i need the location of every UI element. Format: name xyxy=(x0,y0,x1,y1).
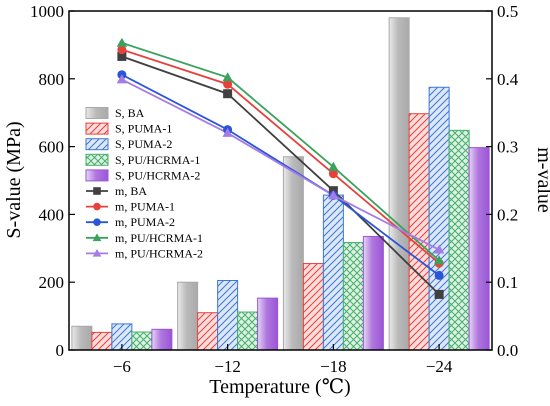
legend-swatch xyxy=(85,153,109,166)
point-m-pu-hcrma-2-1 xyxy=(116,74,128,84)
y2-axis-title: m-value xyxy=(533,147,550,213)
legend-item-m-pu-hcrma-1: m, PU/HCRMA-1 xyxy=(86,231,203,245)
legend-item-s-ba: S, BA xyxy=(85,106,145,120)
bar-s-pu-hcrma-1-2 xyxy=(237,311,259,351)
legend-label: S, PU/HCRMA-2 xyxy=(115,168,200,182)
y2-tick-label: 0.0 xyxy=(497,341,518,360)
bar-s-pu-hcrma-1-3 xyxy=(342,242,364,351)
legend-item-m-puma-2: m, PUMA-2 xyxy=(86,215,175,229)
bar-s-ba-2 xyxy=(177,281,199,351)
legend-item-s-pu-hcrma-1: S, PU/HCRMA-1 xyxy=(85,153,200,167)
line-m-pu-hcrma-2 xyxy=(121,78,440,251)
y-axis-title: S-value (MPa) xyxy=(3,121,25,238)
point-m-pu-hcrma-2-3 xyxy=(328,190,339,200)
legend-label: S, PUMA-1 xyxy=(115,122,172,136)
legend-item-s-puma-1: S, PUMA-1 xyxy=(85,122,172,136)
bar-s-ba-1 xyxy=(71,325,93,351)
point-m-puma-1-2 xyxy=(223,79,233,89)
lines-layer xyxy=(116,37,445,299)
x-tick-label: −24 xyxy=(426,357,453,376)
legend-swatch xyxy=(85,107,109,119)
legend-label: S, PUMA-2 xyxy=(115,137,172,151)
bar-s-ba-3 xyxy=(282,156,304,351)
legend-swatch xyxy=(85,138,109,151)
bar-s-pu-hcrma-2-3 xyxy=(362,235,384,351)
bar-s-puma-1-2 xyxy=(197,312,219,351)
legend-marker xyxy=(92,233,102,242)
plot-frame xyxy=(68,10,493,351)
line-m-puma-1 xyxy=(121,48,440,264)
bar-s-pu-hcrma-2-2 xyxy=(257,297,279,351)
y2-tick-label: 0.4 xyxy=(497,70,519,89)
legend-item-m-puma-1: m, PUMA-1 xyxy=(86,200,175,214)
point-m-pu-hcrma-1-3 xyxy=(328,161,339,171)
bar-s-puma-1-4 xyxy=(408,113,430,351)
legend-label: m, BA xyxy=(115,184,147,198)
bar-s-puma-1-3 xyxy=(302,263,324,351)
y2-tick-label: 0.1 xyxy=(497,273,518,292)
legend-swatch xyxy=(85,122,109,135)
point-m-pu-hcrma-1-1 xyxy=(116,37,128,47)
x-tick-label: −12 xyxy=(214,357,241,376)
y-tick-label: 600 xyxy=(39,138,65,157)
point-m-pu-hcrma-2-2 xyxy=(222,127,233,137)
y-tick-label: 1000 xyxy=(30,2,64,21)
line-m-ba xyxy=(121,55,440,296)
bar-s-pu-hcrma-1-4 xyxy=(448,129,470,351)
legend: S, BA S, PUMA-1S, PUMA-2 S, PU/HCRMA-1S, P… xyxy=(85,106,203,260)
bar-s-pu-hcrma-2-4 xyxy=(468,147,490,351)
x-tick-label: −18 xyxy=(320,357,347,376)
bar-s-pu-hcrma-1-1 xyxy=(131,331,153,351)
point-m-pu-hcrma-1-4 xyxy=(433,255,445,265)
point-m-ba-1 xyxy=(117,51,127,61)
line-m-puma-2 xyxy=(121,73,440,277)
y2-tick-label: 0.3 xyxy=(497,138,518,157)
bar-s-puma-2-2 xyxy=(217,280,239,351)
legend-label: m, PUMA-1 xyxy=(115,200,175,214)
legend-item-s-puma-2: S, PUMA-2 xyxy=(85,137,172,151)
point-m-ba-2 xyxy=(223,89,233,99)
legend-label: S, PU/HCRMA-1 xyxy=(115,153,200,167)
legend-label: m, PU/HCRMA-1 xyxy=(115,231,203,245)
point-m-pu-hcrma-2-4 xyxy=(433,244,445,254)
legend-label: S, BA xyxy=(115,106,145,120)
legend-label: m, PU/HCRMA-2 xyxy=(115,246,203,260)
x-axis-title: Temperature (℃) xyxy=(209,376,350,398)
bar-s-puma-1-1 xyxy=(91,331,113,351)
bar-s-puma-2-3 xyxy=(322,194,344,351)
point-m-puma-1-1 xyxy=(117,45,127,55)
y-tick-label: 0 xyxy=(56,341,65,360)
y-tick-label: 800 xyxy=(39,70,65,89)
bar-s-puma-2-4 xyxy=(428,86,450,351)
legend-item-m-ba: m, BA xyxy=(86,184,147,198)
point-m-pu-hcrma-1-2 xyxy=(222,72,233,82)
bar-s-ba-4 xyxy=(388,17,410,351)
legend-marker xyxy=(93,202,101,211)
legend-marker xyxy=(93,187,101,195)
x-tick-label: −6 xyxy=(113,357,131,376)
y-tick-label: 400 xyxy=(39,205,65,224)
bar-s-pu-hcrma-2-1 xyxy=(151,328,173,351)
ticks-layer: 0 200 400 600 800 1000 0.0 0.1 0.2 0.3 0.4 0.5 −6 −12… xyxy=(30,2,519,376)
legend-item-m-pu-hcrma-2: m, PU/HCRMA-2 xyxy=(86,246,203,260)
point-m-puma-2-4 xyxy=(434,270,444,280)
y2-tick-label: 0.2 xyxy=(497,205,518,224)
bars-layer xyxy=(71,17,490,351)
legend-marker xyxy=(93,218,101,226)
legend-swatch xyxy=(85,169,109,182)
legend-marker xyxy=(92,249,102,257)
y2-tick-label: 0.5 xyxy=(497,2,518,21)
y-tick-label: 200 xyxy=(39,273,65,292)
legend-label: m, PUMA-2 xyxy=(115,215,175,229)
line-m-pu-hcrma-1 xyxy=(121,42,440,262)
legend-item-s-pu-hcrma-2: S, PU/HCRMA-2 xyxy=(85,168,200,182)
point-m-ba-4 xyxy=(434,289,444,299)
point-m-puma-1-3 xyxy=(328,169,338,179)
